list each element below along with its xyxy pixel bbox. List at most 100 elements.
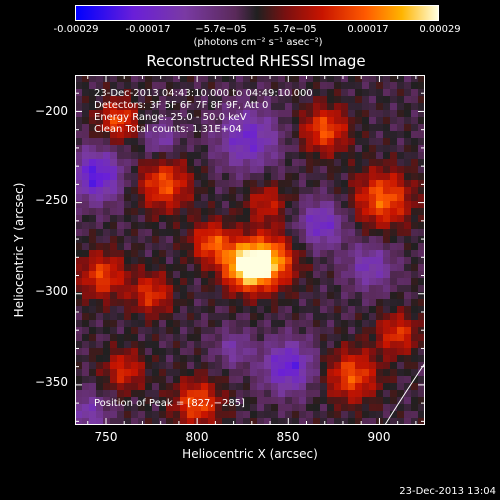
heatmap-cell — [236, 411, 244, 419]
heatmap-cell — [103, 397, 111, 405]
heatmap-cell — [404, 131, 412, 139]
heatmap-cell — [103, 320, 111, 328]
heatmap-cell — [82, 376, 90, 384]
heatmap-cell — [299, 208, 307, 216]
heatmap-cell — [271, 208, 279, 216]
heatmap-cell — [313, 166, 321, 174]
heatmap-cell — [334, 194, 342, 202]
heatmap-cell — [376, 271, 384, 279]
heatmap-cell — [117, 257, 125, 265]
heatmap-cell — [264, 390, 272, 398]
heatmap-cell — [145, 187, 153, 195]
heatmap-cell — [376, 285, 384, 293]
heatmap-cell — [292, 257, 300, 265]
heatmap-cell — [180, 341, 188, 349]
heatmap-cell — [278, 82, 286, 90]
heatmap-cell — [341, 180, 349, 188]
heatmap-cell — [208, 145, 216, 153]
heatmap-cell — [313, 411, 321, 419]
heatmap-cell — [201, 201, 209, 209]
heatmap-cell — [355, 131, 363, 139]
heatmap-cell — [411, 271, 419, 279]
heatmap-cell — [110, 201, 118, 209]
heatmap-cell — [222, 348, 230, 356]
heatmap-cell — [89, 75, 97, 83]
heatmap-cell — [362, 306, 370, 314]
heatmap-cell — [208, 201, 216, 209]
heatmap-cell — [145, 397, 153, 405]
heatmap-cell — [194, 404, 202, 412]
heatmap-cell — [397, 243, 405, 251]
heatmap-cell — [103, 236, 111, 244]
heatmap-cell — [355, 194, 363, 202]
heatmap-cell — [138, 215, 146, 223]
heatmap-cell — [138, 75, 146, 83]
heatmap-cell — [222, 138, 230, 146]
heatmap-cell — [166, 110, 174, 118]
heatmap-cell — [271, 278, 279, 286]
heatmap-cell — [173, 327, 181, 335]
heatmap-cell — [187, 285, 195, 293]
heatmap-cell — [285, 117, 293, 125]
heatmap-cell — [229, 243, 237, 251]
heatmap-cell — [306, 411, 314, 419]
heatmap-cell — [201, 411, 209, 419]
heatmap-cell — [376, 278, 384, 286]
heatmap-cell — [236, 418, 244, 425]
heatmap-cell — [194, 313, 202, 321]
heatmap-cell — [208, 96, 216, 104]
heatmap-cell — [180, 418, 188, 425]
heatmap-cell — [138, 89, 146, 97]
heatmap-cell — [369, 362, 377, 370]
heatmap-cell — [313, 341, 321, 349]
heatmap-cell — [236, 383, 244, 391]
heatmap-cell — [313, 348, 321, 356]
colorbar-tick: 0.00029 — [419, 24, 461, 35]
heatmap-cell — [131, 362, 139, 370]
heatmap-cell — [327, 166, 335, 174]
heatmap-cell — [271, 201, 279, 209]
heatmap-cell — [222, 257, 230, 265]
heatmap-cell — [264, 131, 272, 139]
heatmap-cell — [292, 341, 300, 349]
heatmap-cell — [334, 75, 342, 83]
heatmap-cell — [110, 82, 118, 90]
annotation-time-range: 23-Dec-2013 04:43:10.000 to 04:49:10.000 — [94, 88, 313, 99]
heatmap-cell — [341, 201, 349, 209]
heatmap-cell — [131, 194, 139, 202]
heatmap-cell — [264, 187, 272, 195]
heatmap-cell — [264, 166, 272, 174]
heatmap-cell — [201, 89, 209, 97]
heatmap-cell — [222, 306, 230, 314]
heatmap-cell — [152, 236, 160, 244]
heatmap-cell — [145, 320, 153, 328]
heatmap-cell — [96, 201, 104, 209]
heatmap-cell — [124, 418, 132, 425]
heatmap-cell — [383, 320, 391, 328]
heatmap-cell — [397, 418, 405, 425]
heatmap-cell — [180, 411, 188, 419]
heatmap-cell — [208, 418, 216, 425]
heatmap-cell — [117, 292, 125, 300]
heatmap-cell — [313, 173, 321, 181]
heatmap-cell — [257, 390, 265, 398]
heatmap-cell — [390, 278, 398, 286]
heatmap-cell — [348, 376, 356, 384]
heatmap-cell — [222, 152, 230, 160]
heatmap-cell — [306, 103, 314, 111]
heatmap-cell — [299, 215, 307, 223]
heatmap-cell — [418, 376, 425, 384]
heatmap-cell — [96, 124, 104, 132]
heatmap-cell — [292, 222, 300, 230]
heatmap-cell — [75, 117, 83, 125]
heatmap-cell — [376, 355, 384, 363]
heatmap-cell — [145, 236, 153, 244]
heatmap-cell — [285, 334, 293, 342]
heatmap-cell — [194, 222, 202, 230]
heatmap-cell — [145, 117, 153, 125]
heatmap-cell — [299, 145, 307, 153]
heatmap-cell — [180, 376, 188, 384]
heatmap-cell — [334, 285, 342, 293]
heatmap-cell — [131, 166, 139, 174]
heatmap-cell — [334, 229, 342, 237]
